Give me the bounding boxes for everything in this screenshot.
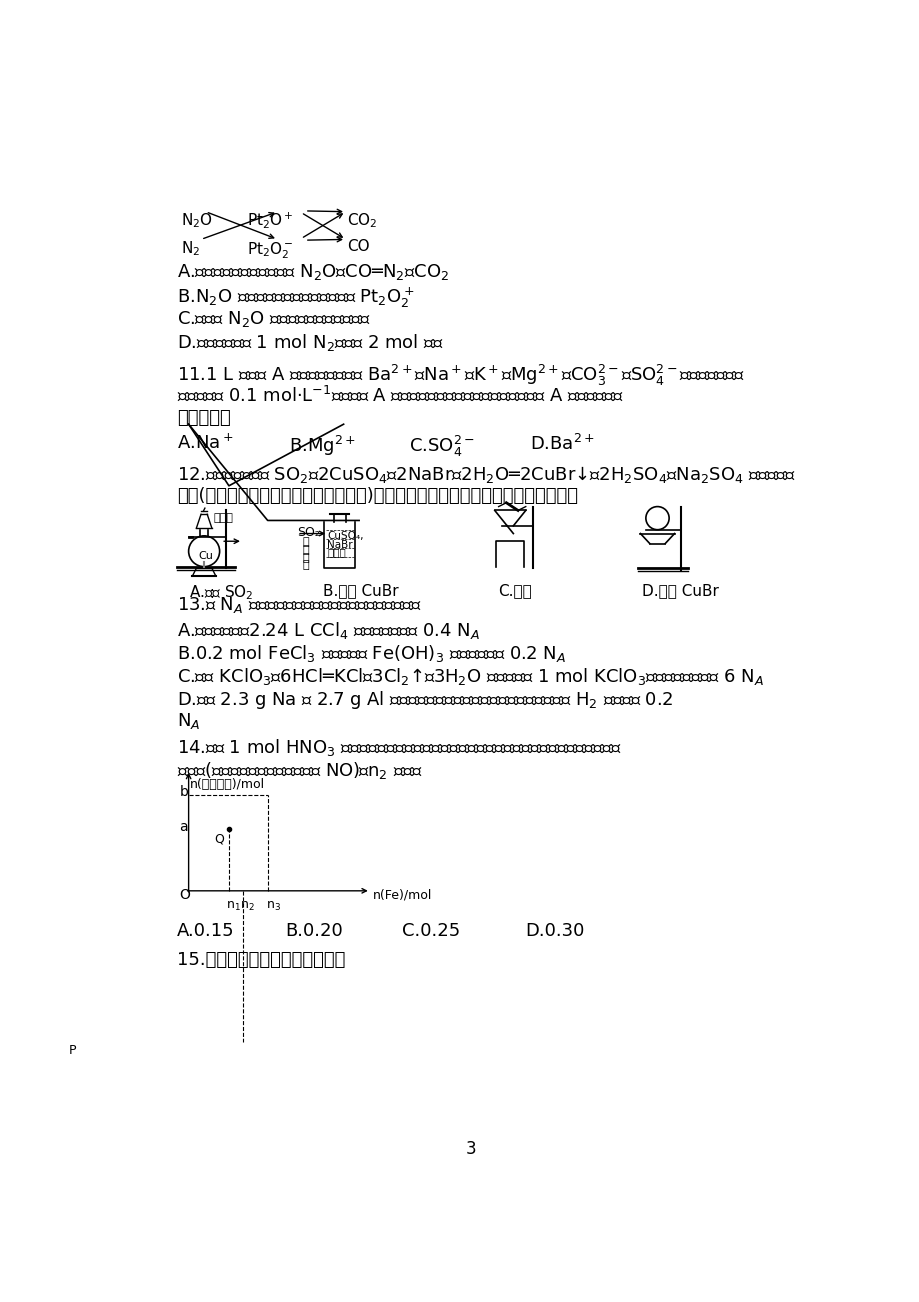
Text: 球: 球 [302,553,309,562]
Text: N$_2$: N$_2$ [181,240,200,258]
Text: O: O [179,888,190,902]
Text: a: a [179,820,187,833]
Text: A.0.15: A.0.15 [176,922,234,940]
Text: 3: 3 [466,1141,476,1159]
Text: Pt$_2$O$^+$: Pt$_2$O$^+$ [246,210,293,230]
Text: B.N$_2$O 转化成无害气体时的催化剂是 Pt$_2$O$_2^+$: B.N$_2$O 转化成无害气体时的催化剂是 Pt$_2$O$_2^+$ [176,285,414,310]
Text: 且浓度均为 0.1 mol·L$^{-1}$。向溶液 A 中滴加盐酸，有无色气泡产生，则溶液 A 中一定存在下: 且浓度均为 0.1 mol·L$^{-1}$。向溶液 A 中滴加盐酸，有无色气泡… [176,385,623,405]
Text: CuSO₄,: CuSO₄, [327,531,363,542]
Text: 玻: 玻 [302,538,309,547]
Text: C.反应 KClO$_3$＋6HCl═KCl＋3Cl$_2$↑＋3H$_2$O 中，每消耗 1 mol KClO$_3$，转移的电子数为 6 N$_A$: C.反应 KClO$_3$＋6HCl═KCl＋3Cl$_2$↑＋3H$_2$O … [176,667,764,687]
Text: B.0.20: B.0.20 [285,922,343,940]
Text: SO₂: SO₂ [297,526,320,539]
Text: 14.向含 1 mol HNO$_3$ 的稀硝酸中不断加入铁粉，反应所得氧化产物与铁粉物质的量的关系如: 14.向含 1 mol HNO$_3$ 的稀硝酸中不断加入铁粉，反应所得氧化产物… [176,737,622,758]
Text: n(氧化产物)/mol: n(氧化产物)/mol [190,777,265,790]
Text: CO$_2$: CO$_2$ [347,212,378,230]
Text: B.制取 CuBr: B.制取 CuBr [323,583,398,599]
Text: C.反应中 N$_2$O 是氧化剂，碳元素被氧化: C.反应中 N$_2$O 是氧化剂，碳元素被氧化 [176,309,370,328]
Text: C.0.25: C.0.25 [402,922,460,940]
Text: 13.设 N$_A$ 为阿伏加德罗常数的值。下列说法正确的是: 13.设 N$_A$ 为阿伏加德罗常数的值。下列说法正确的是 [176,595,422,615]
Text: A.该反应的总化学方程式为 N$_2$O＋CO═N$_2$＋CO$_2$: A.该反应的总化学方程式为 N$_2$O＋CO═N$_2$＋CO$_2$ [176,263,448,283]
Text: 浓硫酸: 浓硫酸 [213,513,233,522]
Text: A.标准状况下，2.24 L CCl$_4$ 中含氯原子数为 0.4 N$_A$: A.标准状况下，2.24 L CCl$_4$ 中含氯原子数为 0.4 N$_A$ [176,620,480,641]
Text: 12.实验室根据反应 SO$_2$＋2CuSO$_4$＋2NaBr＋2H$_2$O═2CuBr↓＋2H$_2$SO$_4$＋Na$_2$SO$_4$ 可制取溴化: 12.实验室根据反应 SO$_2$＋2CuSO$_4$＋2NaBr＋2H$_2$… [176,465,795,486]
Text: 15.下列离子方程式书写正确的是: 15.下列离子方程式书写正确的是 [176,950,345,969]
Text: n$_1$: n$_1$ [225,900,241,913]
Text: 11.1 L 某溶液 A 中只可能大量存在 Ba$^{2+}$、Na$^+$、K$^+$、Mg$^{2+}$、CO$_3^{2-}$、SO$_4^{2-}$中的: 11.1 L 某溶液 A 中只可能大量存在 Ba$^{2+}$、Na$^+$、K… [176,362,744,388]
Text: P: P [69,1044,76,1057]
Text: 泡: 泡 [302,560,309,570]
Text: A.制取 SO$_2$: A.制取 SO$_2$ [188,583,253,603]
Text: CO: CO [347,240,369,254]
Text: n$_3$: n$_3$ [266,900,280,913]
Text: Pt$_2$O$_2^-$: Pt$_2$O$_2^-$ [246,241,293,262]
Text: B.Mg$^{2+}$: B.Mg$^{2+}$ [289,434,356,457]
Text: B.0.2 mol FeCl$_3$ 水解形成的 Fe(OH)$_3$ 胶体粒子数为 0.2 N$_A$: B.0.2 mol FeCl$_3$ 水解形成的 Fe(OH)$_3$ 胶体粒子… [176,643,565,664]
Text: D.反应中每生成 1 mol N$_2$，转移 2 mol 电子: D.反应中每生成 1 mol N$_2$，转移 2 mol 电子 [176,332,444,353]
Text: N$_A$: N$_A$ [176,711,200,730]
Text: D.Ba$^{2+}$: D.Ba$^{2+}$ [529,434,594,453]
Text: D.向由 2.3 g Na 与 2.7 g Al 组成的混合物中加入足量水充分反应，生成的 H$_2$ 分子数为 0.2: D.向由 2.3 g Na 与 2.7 g Al 组成的混合物中加入足量水充分反… [176,689,672,711]
Text: b: b [179,785,188,799]
Text: C.过滤: C.过滤 [498,583,532,599]
Text: D.干燥 CuBr: D.干燥 CuBr [641,583,718,599]
Text: n(Fe)/mol: n(Fe)/mol [373,888,432,901]
Text: C.SO$_4^{2-}$: C.SO$_4^{2-}$ [409,434,475,458]
Text: 璃: 璃 [302,546,309,555]
Text: n$_2$: n$_2$ [240,900,255,913]
Text: D.0.30: D.0.30 [525,922,584,940]
Text: 混合液: 混合液 [327,547,346,557]
Text: NaBr: NaBr [327,540,353,549]
Text: 图所示(已知稀硝酸的还原产物只有 NO)。n$_2$ 的值为: 图所示(已知稀硝酸的还原产物只有 NO)。n$_2$ 的值为 [176,760,422,781]
Text: Cu: Cu [198,551,212,561]
Text: Q: Q [214,832,224,845]
Text: 列离子中的: 列离子中的 [176,409,231,427]
Text: A.Na$^+$: A.Na$^+$ [176,434,233,453]
Text: 亚铜(易氧化，见光或潮湿时受热易分解)。下列装置正确且能达到相应实验目的的是: 亚铜(易氧化，见光或潮湿时受热易分解)。下列装置正确且能达到相应实验目的的是 [176,487,577,505]
Text: N$_2$O: N$_2$O [181,212,212,230]
